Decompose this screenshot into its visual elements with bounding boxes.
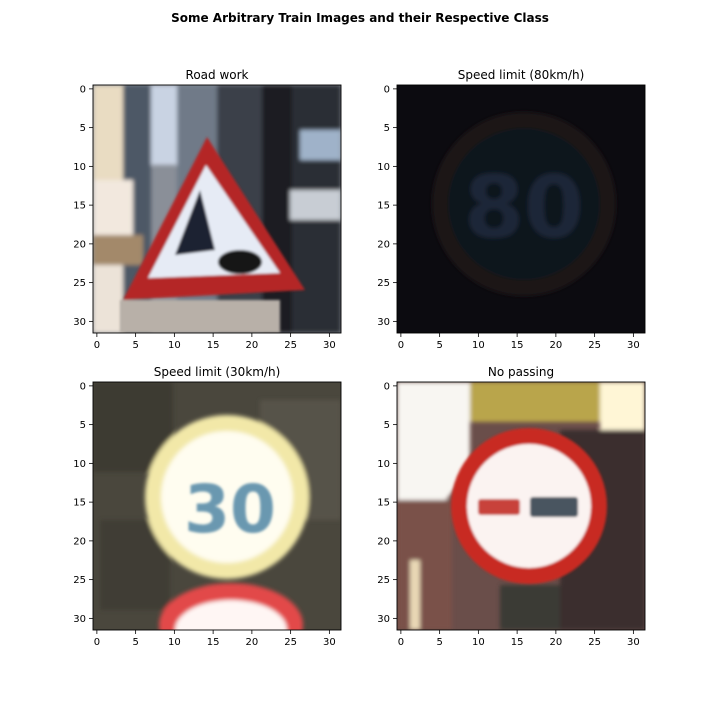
figure-title: Some Arbitrary Train Images and their Re… [171, 11, 549, 25]
x-tick-label: 20 [550, 637, 563, 648]
x-tick-label: 10 [472, 637, 485, 648]
axes-frame [92, 84, 342, 334]
x-tick-label: 15 [207, 340, 220, 351]
y-tick-label: 25 [73, 278, 86, 289]
x-tick-label: 5 [132, 637, 138, 648]
y-tick-label: 5 [80, 123, 86, 134]
x-tick-label: 0 [94, 340, 100, 351]
y-tick-label: 5 [384, 123, 390, 134]
x-tick-label: 20 [246, 340, 259, 351]
image-road-work [93, 85, 341, 333]
x-tick-label: 15 [207, 637, 220, 648]
y-tick-label: 20 [377, 536, 390, 547]
y-tick-label: 0 [384, 381, 390, 392]
x-tick-label: 25 [284, 637, 297, 648]
x-tick-label: 5 [436, 637, 442, 648]
x-tick-label: 25 [284, 340, 297, 351]
y-tick-label: 10 [73, 459, 86, 470]
y-tick-label: 25 [73, 575, 86, 586]
y-tick-label: 20 [73, 536, 86, 547]
sign-digits: 80 [464, 158, 584, 258]
axes-frame [396, 84, 646, 334]
x-tick-label: 20 [550, 340, 563, 351]
y-tick-label: 20 [73, 239, 86, 250]
image-no-passing [397, 382, 645, 630]
y-tick-label: 20 [377, 239, 390, 250]
x-tick-label: 20 [246, 637, 259, 648]
image-speed-limit-30: 30 [93, 382, 341, 630]
y-tick-label: 30 [73, 614, 86, 625]
x-tick-label: 10 [472, 340, 485, 351]
x-tick-label: 15 [511, 637, 524, 648]
panel-title: Speed limit (30km/h) [153, 365, 281, 379]
y-tick-label: 30 [377, 317, 390, 328]
y-tick-label: 5 [384, 420, 390, 431]
x-tick-label: 30 [323, 637, 336, 648]
x-tick-label: 25 [588, 637, 601, 648]
y-tick-label: 10 [377, 162, 390, 173]
y-tick-label: 0 [384, 84, 390, 95]
axes-frame [92, 381, 342, 631]
y-tick-label: 5 [80, 420, 86, 431]
x-tick-label: 0 [94, 637, 100, 648]
x-tick-label: 10 [168, 637, 181, 648]
y-tick-label: 0 [80, 381, 86, 392]
y-tick-label: 30 [377, 614, 390, 625]
y-tick-label: 30 [73, 317, 86, 328]
sign-digits: 30 [184, 471, 276, 548]
y-tick-label: 10 [73, 162, 86, 173]
y-tick-label: 15 [377, 498, 390, 509]
x-tick-label: 25 [588, 340, 601, 351]
x-tick-label: 30 [323, 340, 336, 351]
x-tick-label: 30 [627, 637, 640, 648]
y-tick-label: 15 [377, 201, 390, 212]
x-tick-label: 5 [132, 340, 138, 351]
y-tick-label: 0 [80, 84, 86, 95]
image-speed-limit-80: 80 [397, 85, 645, 333]
y-tick-label: 25 [377, 575, 390, 586]
y-tick-label: 10 [377, 459, 390, 470]
y-tick-label: 15 [73, 201, 86, 212]
panel-title: Speed limit (80km/h) [457, 68, 585, 82]
panel-title: No passing [487, 365, 555, 379]
x-tick-label: 30 [627, 340, 640, 351]
panel-title: Road work [185, 68, 249, 82]
x-tick-label: 15 [511, 340, 524, 351]
y-tick-label: 15 [73, 498, 86, 509]
y-tick-label: 25 [377, 278, 390, 289]
axes-frame [396, 381, 646, 631]
x-tick-label: 0 [398, 637, 404, 648]
x-tick-label: 5 [436, 340, 442, 351]
x-tick-label: 10 [168, 340, 181, 351]
x-tick-label: 0 [398, 340, 404, 351]
